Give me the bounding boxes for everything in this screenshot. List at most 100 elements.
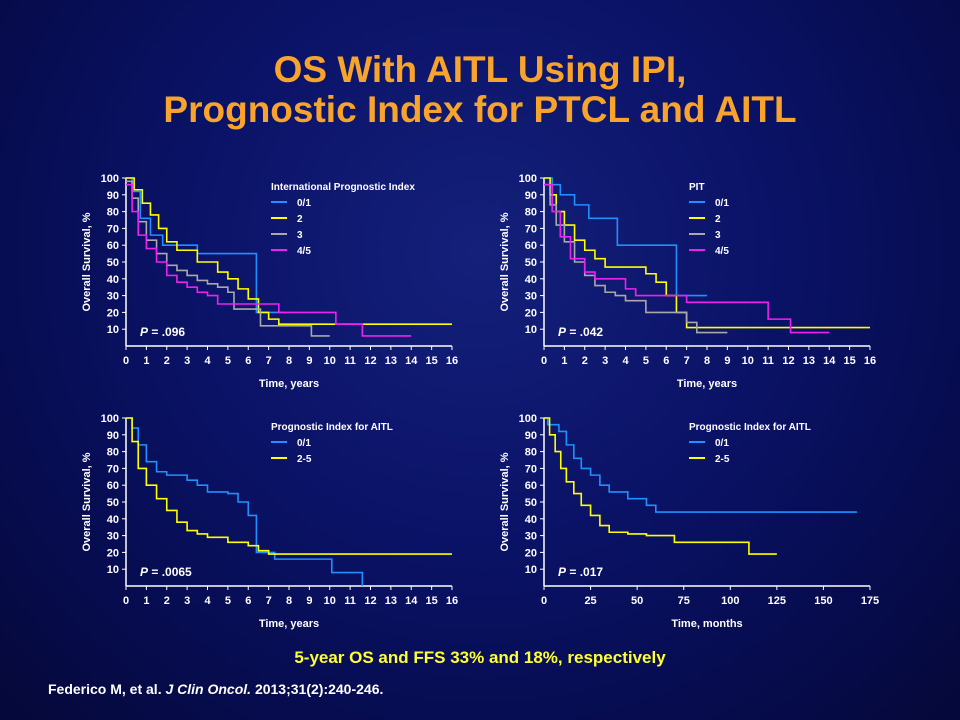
y-tick-label: 50 <box>107 257 119 269</box>
y-tick-label: 70 <box>107 223 119 235</box>
x-tick-label: 50 <box>631 595 643 607</box>
x-tick-label: 2 <box>164 355 170 367</box>
p-value-prefix: P <box>140 325 149 339</box>
x-tick-label: 1 <box>561 355 567 367</box>
x-tick-label: 0 <box>541 355 547 367</box>
x-axis-label: Time, years <box>259 378 319 390</box>
x-tick-label: 100 <box>721 595 739 607</box>
y-tick-label: 20 <box>525 547 537 559</box>
legend-label: 2-5 <box>297 454 312 465</box>
x-axis-label: Time, months <box>671 618 742 630</box>
y-tick-label: 80 <box>107 207 119 219</box>
y-axis-label: Overall Survival, % <box>499 452 511 551</box>
legend-label: 3 <box>715 230 721 241</box>
x-tick-label: 3 <box>602 355 608 367</box>
series-line-2-5 <box>126 417 452 555</box>
x-axis-label: Time, years <box>259 618 319 630</box>
citation-journal: J Clin Oncol. <box>165 681 252 697</box>
x-tick-label: 7 <box>684 355 690 367</box>
p-value-number: = .0065 <box>148 565 192 579</box>
y-tick-label: 50 <box>525 497 537 509</box>
x-tick-label: 4 <box>204 595 211 607</box>
legend-label: 0/1 <box>297 438 311 449</box>
x-tick-label: 12 <box>782 355 794 367</box>
y-tick-label: 80 <box>525 207 537 219</box>
x-tick-label: 15 <box>426 595 438 607</box>
x-tick-label: 6 <box>245 355 251 367</box>
y-tick-label: 90 <box>525 190 537 202</box>
y-tick-label: 30 <box>525 531 537 543</box>
x-tick-label: 5 <box>643 355 649 367</box>
citation-details: 2013;31(2):240-246. <box>254 681 384 697</box>
slide-title-line-2: Prognostic Index for PTCL and AITL <box>163 89 797 130</box>
x-tick-label: 14 <box>405 355 418 367</box>
x-tick-label: 5 <box>225 595 231 607</box>
x-tick-label: 10 <box>324 355 336 367</box>
x-tick-label: 9 <box>306 595 312 607</box>
series-line-0-1 <box>126 177 285 314</box>
x-tick-label: 4 <box>204 355 211 367</box>
legend-label: 4/5 <box>715 246 729 257</box>
series-line-2 <box>126 177 452 325</box>
x-tick-label: 4 <box>622 355 629 367</box>
x-tick-label: 1 <box>143 595 149 607</box>
series-line-4-5 <box>544 183 830 334</box>
slide-title: OS With AITL Using IPI, Prognostic Index… <box>0 50 960 130</box>
y-tick-label: 90 <box>107 190 119 202</box>
x-tick-label: 13 <box>385 595 397 607</box>
y-tick-label: 100 <box>101 413 119 425</box>
x-tick-label: 3 <box>184 355 190 367</box>
legend-label: 0/1 <box>715 198 729 209</box>
chart-pi-aitl-years: 10 20 30 40 50 60 70 80 90 100 0 1 2 3 4 5 6 7 8 9 10 11 12 13 1… <box>70 410 460 640</box>
p-value-label: P = .096 <box>140 325 185 339</box>
y-tick-label: 30 <box>107 291 119 303</box>
x-tick-label: 11 <box>762 355 774 367</box>
y-tick-label: 100 <box>101 173 119 185</box>
x-tick-label: 25 <box>584 595 596 607</box>
y-tick-label: 10 <box>107 564 119 576</box>
series-line-0-1 <box>544 177 707 297</box>
p-value-label: P = .042 <box>558 325 603 339</box>
y-tick-label: 30 <box>107 531 119 543</box>
x-tick-label: 8 <box>286 355 292 367</box>
p-value-number: = .096 <box>148 325 185 339</box>
legend-title: Prognostic Index for AITL <box>271 422 393 433</box>
legend-label: 2 <box>297 214 303 225</box>
series-line-3 <box>544 183 728 334</box>
x-tick-label: 125 <box>768 595 786 607</box>
x-tick-label: 14 <box>823 355 836 367</box>
x-tick-label: 6 <box>245 595 251 607</box>
y-tick-label: 40 <box>107 274 119 286</box>
x-tick-label: 1 <box>143 355 149 367</box>
x-tick-label: 175 <box>861 595 879 607</box>
summary-text: 5-year OS and FFS 33% and 18%, respectiv… <box>294 648 666 667</box>
p-value-label: P = .0065 <box>140 565 192 579</box>
y-tick-label: 30 <box>525 291 537 303</box>
x-tick-label: 14 <box>405 595 418 607</box>
y-axis-label: Overall Survival, % <box>81 212 93 311</box>
x-tick-label: 13 <box>803 355 815 367</box>
x-tick-label: 0 <box>123 355 129 367</box>
y-tick-label: 20 <box>525 307 537 319</box>
x-tick-label: 9 <box>306 355 312 367</box>
series-line-0-1 <box>126 417 364 586</box>
legend-label: 3 <box>297 230 303 241</box>
x-tick-label: 16 <box>446 595 458 607</box>
p-value-number: = .017 <box>566 565 603 579</box>
x-tick-label: 7 <box>266 595 272 607</box>
legend-title: PIT <box>689 182 705 193</box>
chart-svg: 10 20 30 40 50 60 70 80 90 100 0 25 50 75 100 125 150 175… <box>499 413 879 630</box>
x-tick-label: 13 <box>385 355 397 367</box>
series-line-0-1 <box>544 417 857 513</box>
y-tick-label: 60 <box>107 240 119 252</box>
slide-title-line-1: OS With AITL Using IPI, <box>273 49 687 90</box>
series-line-2-5 <box>544 417 777 555</box>
y-tick-label: 40 <box>525 514 537 526</box>
series-line-4-5 <box>126 183 412 337</box>
x-tick-label: 8 <box>704 355 710 367</box>
x-tick-label: 2 <box>582 355 588 367</box>
x-tick-label: 12 <box>364 355 376 367</box>
series-line-3 <box>126 180 330 337</box>
